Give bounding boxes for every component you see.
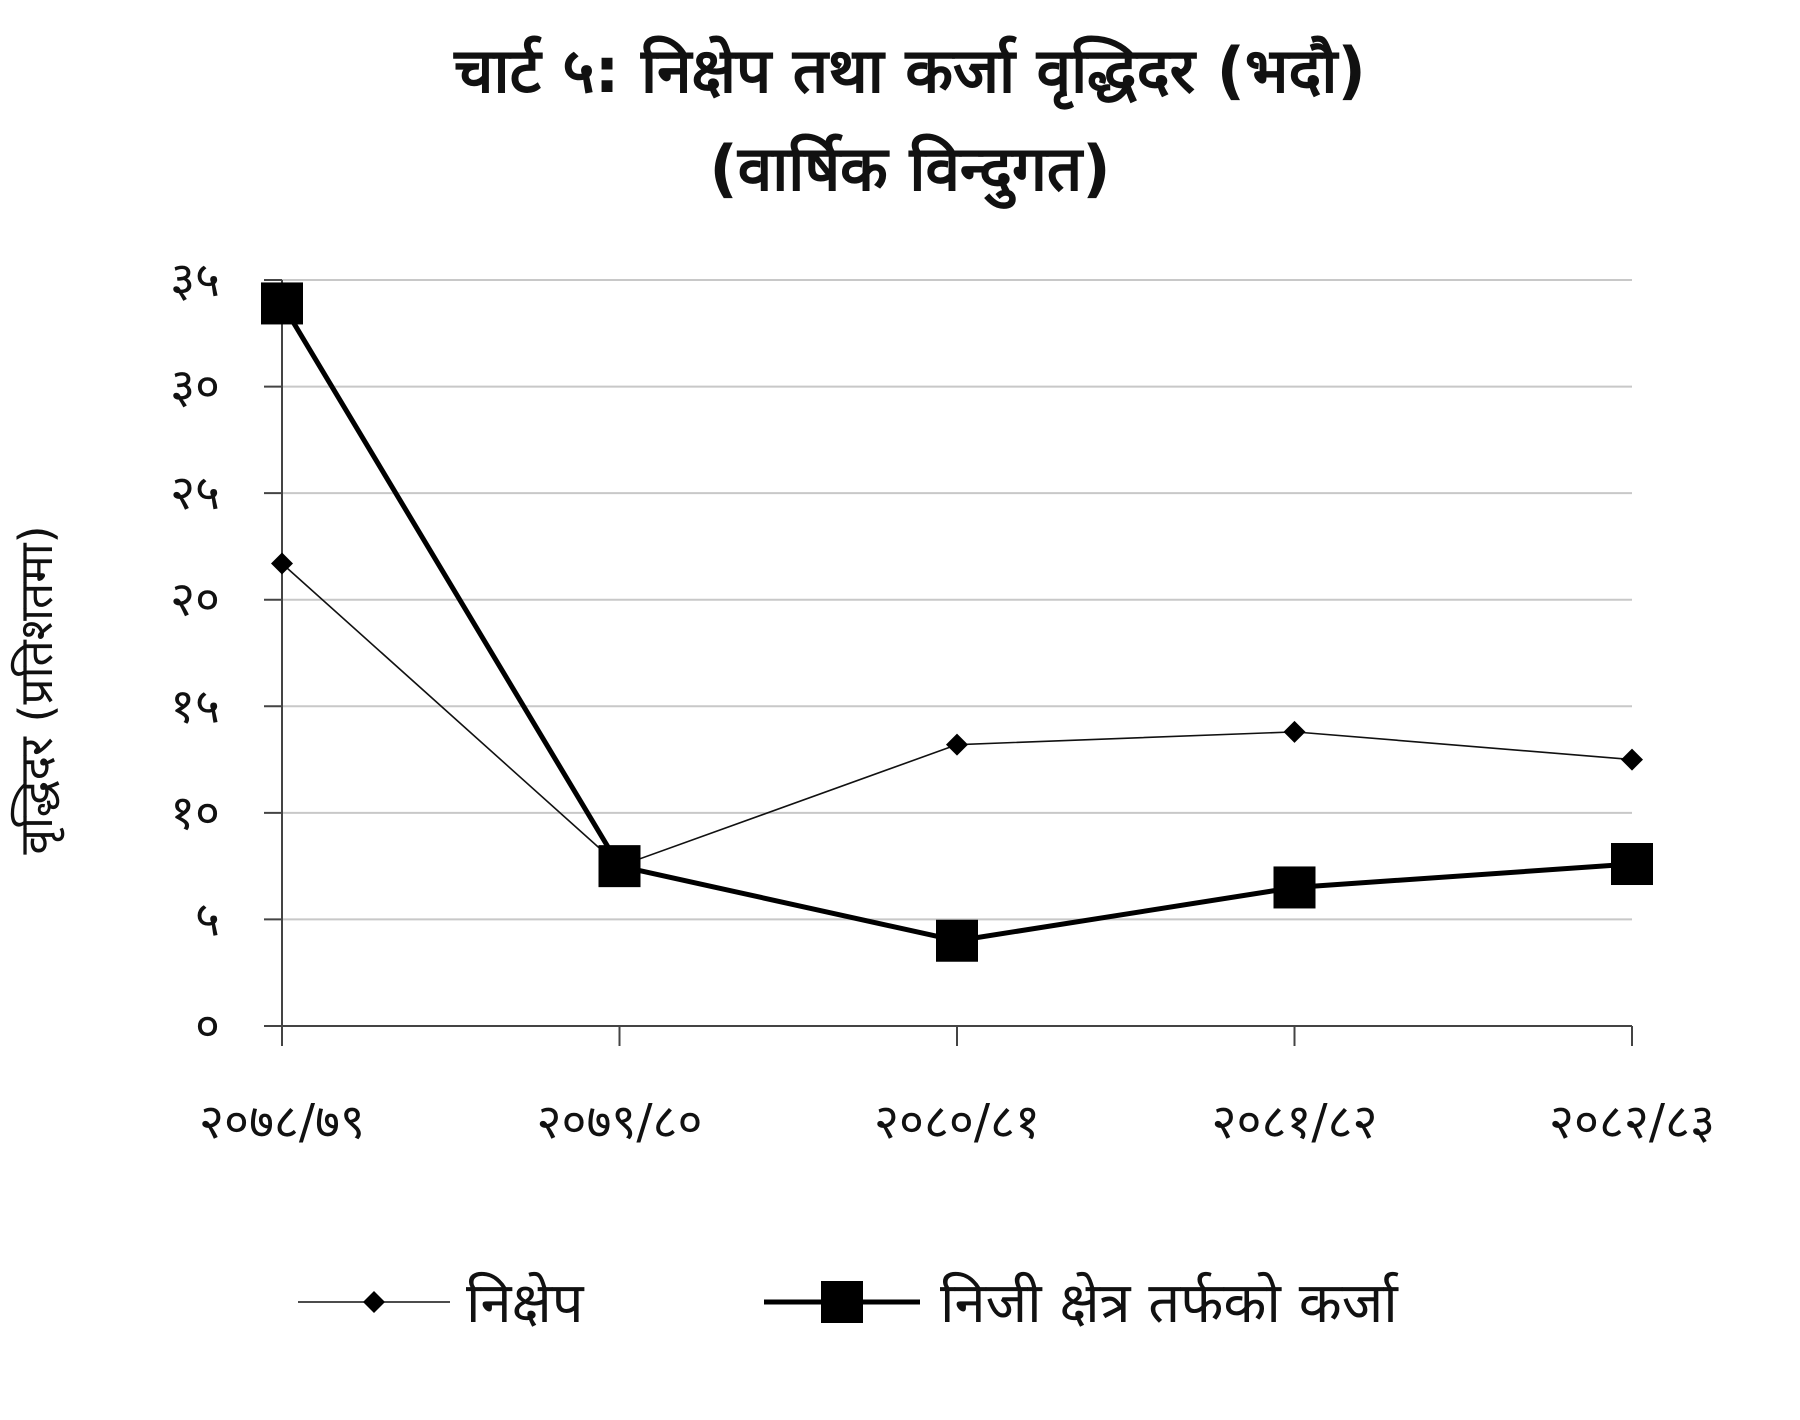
data-point (1283, 720, 1306, 743)
x-tick-label: २०७९/८० (537, 1094, 703, 1150)
x-tick-label: २०८२/८३ (1549, 1094, 1715, 1150)
chart-title: चार्ट ५: निक्षेप तथा कर्जा वृद्धिदर (भदौ… (453, 34, 1366, 110)
y-tick-label: ० (195, 998, 220, 1054)
y-tick-label: १५ (170, 678, 220, 734)
y-tick-label: ३५ (170, 252, 220, 308)
y-axis-title: वृद्धिदर (प्रतिशतमा) (9, 525, 65, 854)
y-tick-label: २५ (170, 465, 220, 521)
legend-label: निक्षेप (466, 1271, 585, 1336)
y-tick-labels: ० ५ १० १५ २० २५ ३० ३५ (170, 252, 220, 1054)
data-point (271, 552, 293, 575)
data-point (1621, 748, 1643, 771)
legend-marker (363, 1291, 385, 1313)
x-tick-label: २०८१/८२ (1212, 1094, 1378, 1150)
data-point (1273, 866, 1316, 909)
chart-subtitle: (वार्षिक विन्दुगत) (709, 132, 1110, 209)
series-line (281, 562, 1633, 867)
data-point (1611, 843, 1653, 886)
grid (282, 279, 1632, 921)
legend: निक्षेप निजी क्षेत्र तर्फको कर्जा (298, 1271, 1399, 1336)
axes (264, 279, 1633, 1046)
series-2 (261, 282, 1653, 962)
legend-item-2: निजी क्षेत्र तर्फको कर्जा (764, 1271, 1399, 1336)
series-line (279, 302, 1633, 944)
data-point (261, 282, 303, 325)
x-tick-label: २०८०/८१ (874, 1094, 1040, 1150)
data-point (946, 733, 968, 756)
y-tick-label: ५ (195, 891, 220, 947)
series (261, 282, 1653, 962)
series-1 (271, 552, 1643, 878)
data-point (936, 919, 978, 962)
y-tick-label: ३० (170, 359, 220, 415)
legend-marker (821, 1281, 863, 1323)
legend-item-1: निक्षेप (298, 1271, 585, 1336)
data-point (598, 845, 641, 888)
x-tick-labels: २०७८/७९ २०७९/८० २०८०/८१ २०८१/८२ २०८२/८३ (199, 1094, 1715, 1150)
legend-label: निजी क्षेत्र तर्फको कर्जा (940, 1271, 1399, 1336)
x-tick-label: २०७८/७९ (199, 1094, 365, 1150)
y-tick-label: १० (170, 785, 220, 841)
y-tick-label: २० (170, 572, 220, 628)
